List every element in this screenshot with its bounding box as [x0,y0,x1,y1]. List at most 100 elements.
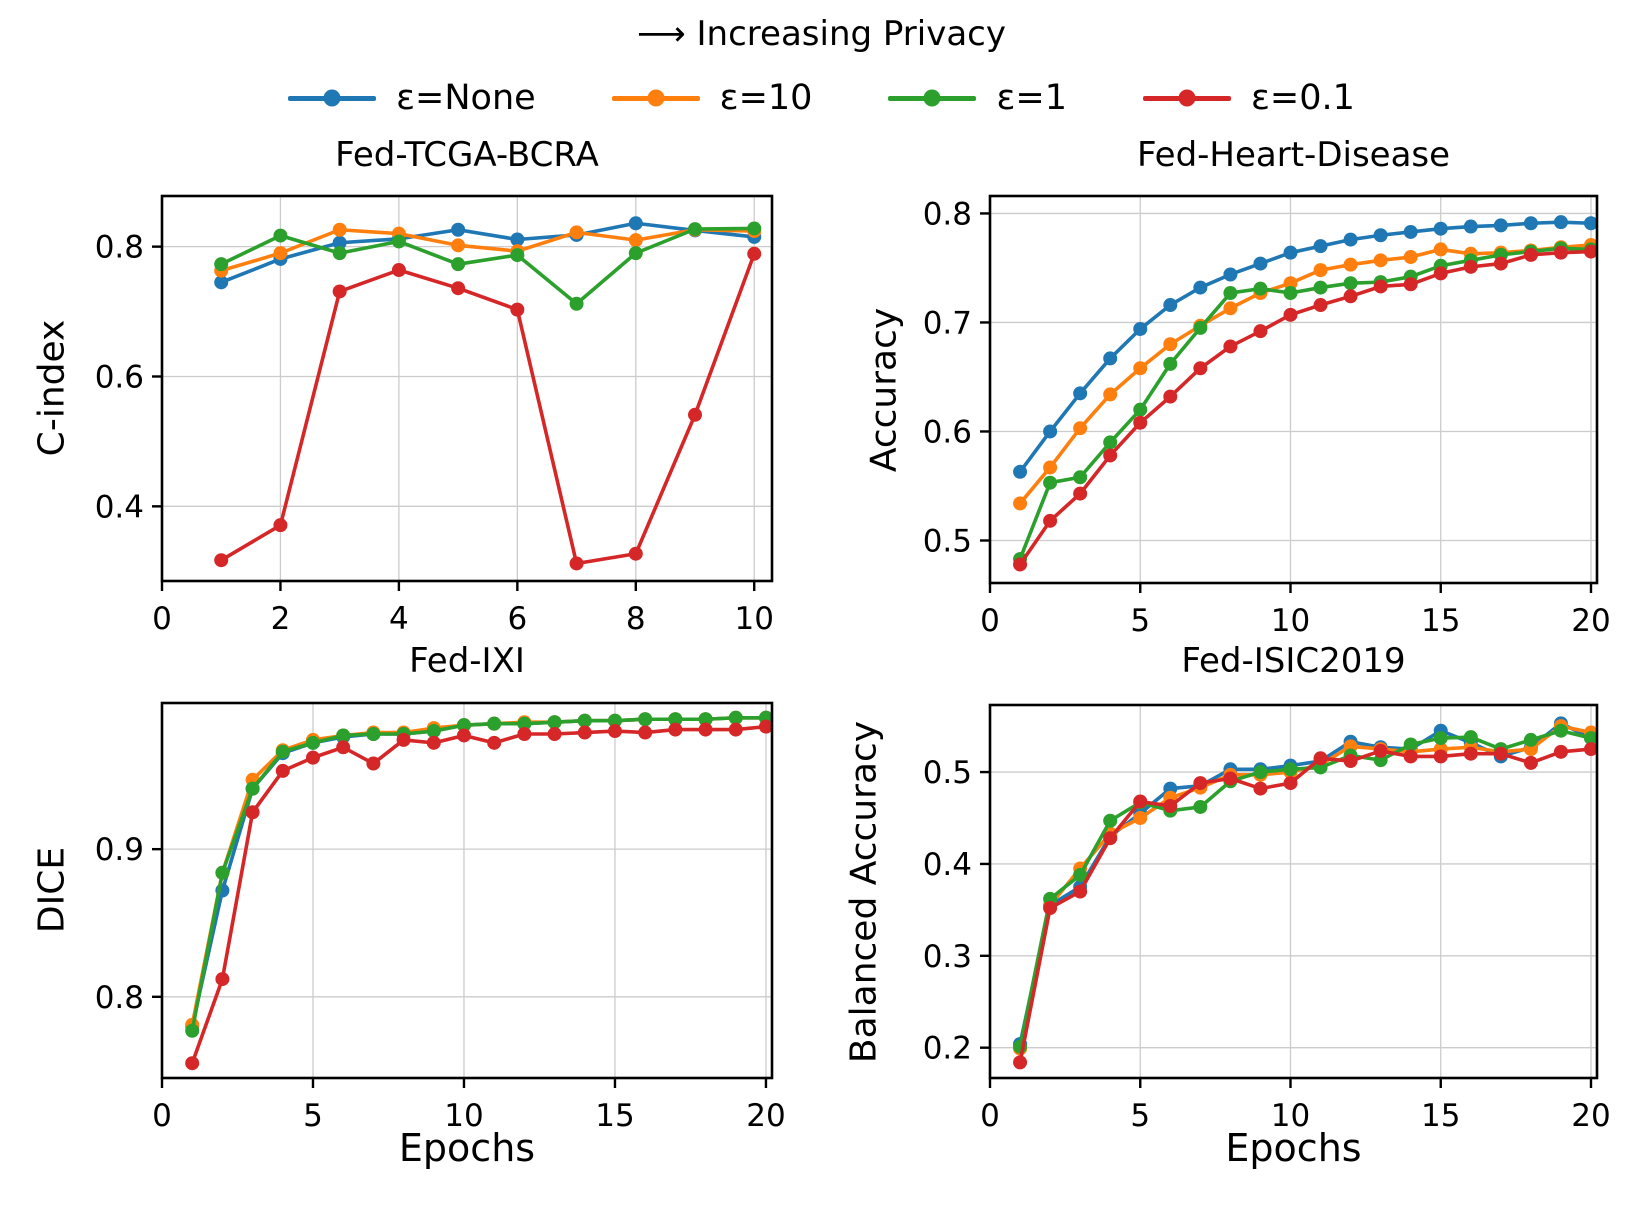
data-point-ε=None [1253,256,1268,271]
data-point-ε=1 [1553,723,1568,738]
data-point-ε=10 [1103,387,1118,402]
data-point-ε=1 [1223,286,1238,301]
subplot-title-fed-heart-disease: Fed-Heart-Disease [1136,135,1451,175]
data-point-ε=0.1 [688,407,703,422]
data-point-ε=0.1 [1163,389,1178,404]
marker-dot-icon [647,89,665,107]
data-point-ε=0.1 [1133,415,1148,430]
subplot-fed-tcga-bcra: 0 2 4 6 8 10 0.4 0.6 0.8 [95,194,774,637]
y-tick-label: 0.3 [923,939,972,975]
legend-label: ε=10 [719,78,813,118]
data-point-ε=0.1 [1223,339,1238,354]
subplot-title-fed-ixi: Fed-IXI [409,641,525,681]
legend-label: ε=None [396,78,536,118]
y-tick-label: 0.6 [95,359,144,395]
data-point-ε=None [1403,224,1418,239]
data-point-ε=1 [638,712,653,727]
data-point-ε=1 [185,1023,200,1038]
x-tick-label: 0 [152,1098,172,1134]
data-point-ε=0.1 [1253,781,1268,796]
data-point-ε=0.1 [1283,307,1298,322]
data-point-ε=0.1 [451,281,466,296]
data-point-ε=0.1 [1433,749,1448,764]
axes-frame [988,194,1599,585]
x-tick-label: 8 [626,601,646,637]
x-tick-label: 0 [980,1098,1000,1134]
data-point-ε=0.1 [185,1056,200,1071]
data-point-ε=None [628,216,643,231]
data-point-ε=1 [456,718,471,733]
data-point-ε=1 [1163,356,1178,371]
y-axis-label-balanced-accuracy: Balanced Accuracy [843,720,885,1064]
data-point-ε=0.1 [332,284,347,299]
data-point-ε=1 [1523,732,1538,747]
data-point-ε=1 [1283,286,1298,301]
data-point-ε=None [1523,216,1538,231]
data-point-ε=10 [273,246,288,261]
data-point-ε=10 [569,225,584,240]
data-point-ε=0.1 [607,724,622,739]
y-tick-label: 0.5 [923,523,972,559]
data-point-ε=0.1 [1403,749,1418,764]
data-point-ε=0.1 [1133,794,1148,809]
line-swatch [1142,89,1231,107]
legend-label: ε=1 [996,78,1067,118]
data-point-ε=0.1 [1193,776,1208,791]
data-point-ε=0.1 [577,725,592,740]
data-point-ε=1 [1193,320,1208,335]
data-point-ε=None [1493,218,1508,233]
data-point-ε=1 [1193,799,1208,814]
y-tick-label: 0.9 [95,832,144,868]
data-point-ε=0.1 [547,727,562,742]
data-point-ε=0.1 [1253,324,1268,339]
subplot-title-fed-tcga-bcra: Fed-TCGA-BCRA [335,135,599,175]
data-point-ε=0.1 [1283,776,1298,791]
series-line-ε=1 [1018,246,1593,561]
data-point-ε=1 [747,221,762,236]
series-line-ε=0.1 [190,724,768,1066]
x-tick-label: 5 [1130,1098,1150,1134]
data-point-ε=0.1 [1043,901,1058,916]
legend-item-eps-0-1: ε=0.1 [1142,78,1355,118]
data-point-ε=0.1 [1313,298,1328,313]
data-point-ε=10 [1373,253,1388,268]
data-point-ε=10 [1283,276,1298,291]
x-tick-label: 10 [1271,603,1310,639]
data-point-ε=1 [273,228,288,243]
data-point-ε=0.1 [1193,361,1208,376]
series-line-ε=10 [1018,724,1593,1051]
y-tick-label: 0.4 [95,489,144,525]
data-point-ε=0.1 [569,556,584,571]
data-point-ε=0.1 [456,728,471,743]
data-point-ε=10 [1343,257,1358,272]
data-point-ε=10 [451,238,466,253]
y-tick-label: 0.8 [95,230,144,266]
data-point-ε=1 [1103,435,1118,450]
data-point-ε=10 [1133,811,1148,826]
data-point-ε=10 [1223,301,1238,316]
data-point-ε=0.1 [698,722,713,737]
data-point-ε=1 [607,713,622,728]
legend-title: ⟶ Increasing Privacy [636,14,1006,54]
data-point-ε=1 [569,296,584,311]
data-point-ε=0.1 [275,763,290,778]
data-point-ε=0.1 [1013,557,1028,572]
series-line-ε=10 [219,227,757,273]
data-point-ε=0.1 [1103,831,1118,846]
data-point-ε=0.1 [366,756,381,771]
data-point-ε=1 [1403,737,1418,752]
data-point-ε=0.1 [487,735,502,750]
data-point-ε=None [1103,351,1118,366]
data-point-ε=1 [577,713,592,728]
data-point-ε=0.1 [1073,486,1088,501]
data-point-ε=10 [1043,460,1058,475]
data-point-ε=1 [1073,470,1088,485]
data-point-ε=1 [451,257,466,272]
legend-item-eps-none: ε=None [288,78,536,118]
data-point-ε=0.1 [1343,754,1358,769]
y-tick-label: 0.5 [923,755,972,791]
data-point-ε=1 [215,865,230,880]
data-point-ε=None [1133,321,1148,336]
data-point-ε=None [1583,216,1598,231]
